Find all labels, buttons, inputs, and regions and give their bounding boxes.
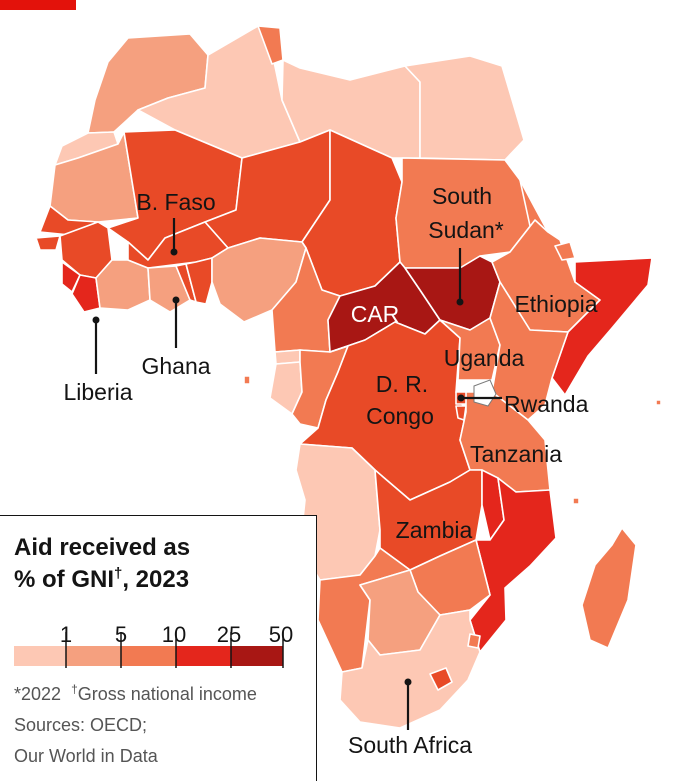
country-liberia: [71, 274, 101, 313]
label-tanzania: Tanzania: [470, 441, 562, 467]
country-lesotho: [429, 667, 453, 691]
label-rwanda: Rwanda: [504, 391, 589, 417]
legend-title-gni: % of GNI: [14, 566, 114, 593]
country-djibouti: [554, 241, 576, 261]
dot-rwanda: [457, 394, 465, 402]
footnote-year: *2022: [14, 684, 62, 704]
label-drc-2: Congo: [366, 403, 434, 429]
country-eswatini: [467, 633, 481, 649]
legend-tick-label-0: 1: [60, 622, 72, 647]
label-south-sudan-2: Sudan*: [428, 217, 504, 243]
dot-liberia: [92, 316, 100, 324]
legend-tick-label-1: 5: [115, 622, 127, 647]
dot-south-sudan: [456, 298, 464, 306]
country-mozambique: [469, 477, 557, 653]
dot-ghana: [172, 296, 180, 304]
label-bfaso: B. Faso: [136, 189, 215, 215]
legend-footnote: *2022 †Gross national income: [14, 682, 257, 706]
footnote-dagger: †: [71, 682, 78, 696]
country-kenya: [489, 281, 569, 421]
legend-swatch-3: [176, 646, 231, 666]
label-liberia: Liberia: [63, 379, 132, 405]
label-car: CAR: [351, 301, 400, 327]
legend-title-year: , 2023: [122, 566, 190, 593]
label-ghana: Ghana: [141, 353, 210, 379]
legend-swatch-0: [14, 646, 66, 666]
legend-title-line1: Aid received as: [14, 534, 191, 561]
country-south-africa: [339, 609, 481, 729]
legend-tick-label-2: 10: [162, 622, 186, 647]
legend-sources-line2: Our World in Data: [14, 746, 158, 766]
country-somalia: [551, 257, 653, 396]
label-south-africa: South Africa: [348, 732, 472, 758]
country-egypt: [404, 55, 525, 161]
label-zambia: Zambia: [396, 517, 473, 543]
legend-scale: 1 5 10 25 50: [14, 622, 293, 668]
dot-bfaso: [170, 248, 178, 256]
legend-swatch-2: [121, 646, 176, 666]
country-ghana: [147, 265, 191, 313]
legend-title-dagger: †: [114, 565, 123, 582]
legend-swatch-4: [231, 646, 283, 666]
dot-south-africa: [404, 678, 412, 686]
label-ethiopia: Ethiopia: [514, 291, 597, 317]
country-guinea-bissau: [35, 235, 61, 251]
lake-victoria: [473, 379, 497, 407]
footnote-gni: Gross national income: [77, 684, 257, 704]
legend-title: Aid received as % of GNI†, 2023: [14, 532, 304, 596]
island-sao-tome: [243, 375, 251, 385]
label-drc-1: D. R.: [376, 371, 428, 397]
island-comoros: [572, 497, 580, 505]
legend-sources-line1: Sources: OECD;: [14, 715, 148, 735]
legend-tick-label-3: 25: [217, 622, 241, 647]
legend-swatch-1: [66, 646, 121, 666]
country-madagascar: [581, 527, 637, 649]
country-uganda: [439, 317, 501, 381]
brand-bar: [0, 0, 76, 10]
label-uganda: Uganda: [444, 345, 525, 371]
legend-panel: Aid received as % of GNI†, 2023 1 5 10 2…: [0, 515, 317, 781]
country-zambia: [374, 469, 483, 571]
legend-tick-label-4: 50: [269, 622, 293, 647]
island-seychelles: [655, 399, 662, 406]
legend-title-line2: % of GNI†, 2023: [14, 564, 304, 596]
label-south-sudan-1: South: [432, 183, 492, 209]
